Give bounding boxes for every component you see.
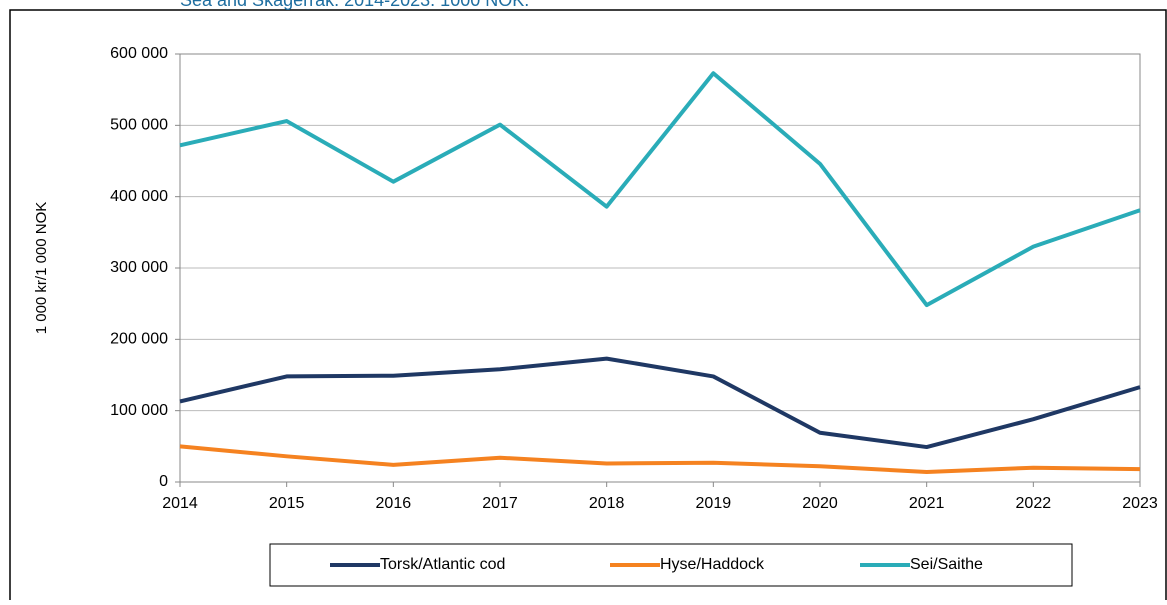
x-tick-label: 2020: [802, 495, 838, 512]
legend-label: Torsk/Atlantic cod: [380, 556, 505, 573]
x-tick-label: 2017: [482, 495, 518, 512]
chart-title: Sea and Skagerrak. 2014-2023. 1000 NOK.: [180, 0, 529, 10]
series-line: [179, 444, 1141, 475]
y-tick-label: 100 000: [110, 402, 168, 419]
legend-label: Sei/Saithe: [910, 556, 983, 573]
y-tick-label: 200 000: [110, 331, 168, 348]
x-tick-label: 2023: [1122, 495, 1158, 512]
x-tick-label: 2022: [1016, 495, 1052, 512]
series-line: [179, 71, 1141, 308]
y-tick-label: 0: [159, 473, 168, 490]
x-tick-label: 2021: [909, 495, 945, 512]
x-tick-label: 2019: [696, 495, 732, 512]
y-tick-label: 400 000: [110, 188, 168, 205]
y-tick-label: 300 000: [110, 259, 168, 276]
legend-label: Hyse/Haddock: [660, 556, 765, 573]
y-tick-label: 600 000: [110, 45, 168, 62]
y-tick-label: 500 000: [110, 117, 168, 134]
y-axis-label: 1 000 kr/1 000 NOK: [33, 202, 50, 335]
series-line: [179, 356, 1141, 450]
marks: [179, 71, 1141, 475]
x-tick-label: 2014: [162, 495, 198, 512]
x-tick-label: 2016: [376, 495, 412, 512]
legend: [269, 543, 1073, 587]
chart-frame: [9, 9, 1167, 605]
x-tick-label: 2018: [589, 495, 625, 512]
x-tick-label: 2015: [269, 495, 305, 512]
